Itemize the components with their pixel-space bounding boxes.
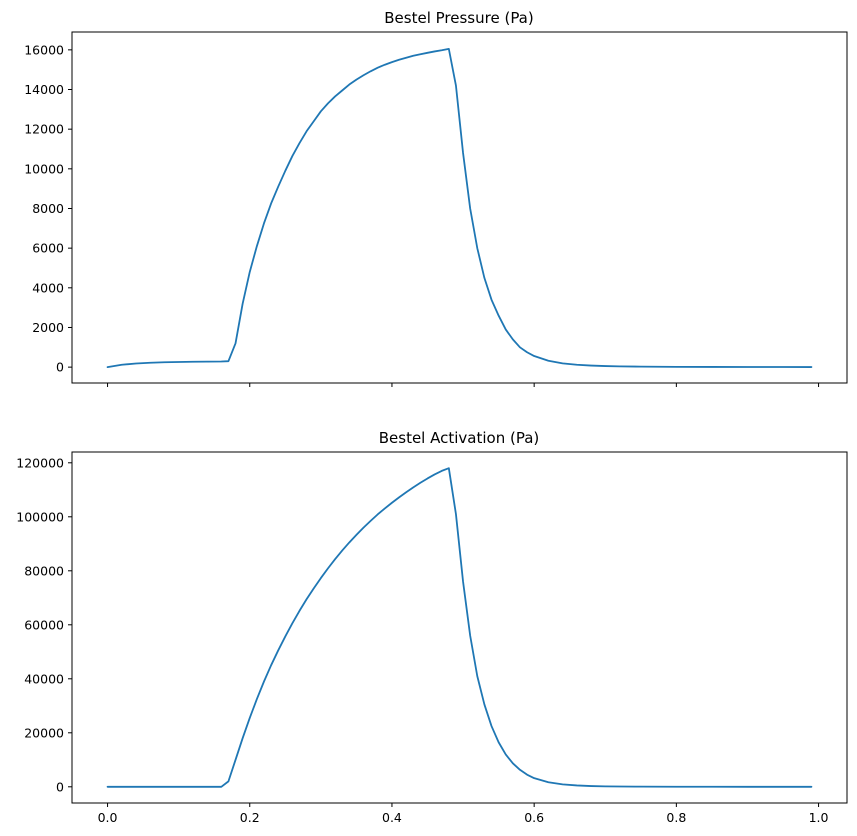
activation-x-tick-label: 0.0	[98, 810, 118, 825]
pressure-y-axis: 0 2000 4000 6000 8000 10000 12000 14000 16000	[24, 42, 72, 375]
activation-y-tick-label: 0	[56, 779, 64, 794]
activation-chart-title: Bestel Activation (Pa)	[379, 429, 540, 447]
pressure-y-tick-label: 2000	[32, 320, 64, 335]
activation-axes-frame	[71, 451, 848, 804]
activation-x-tick-label: 0.8	[666, 810, 686, 825]
activation-x-tick-label: 1.0	[809, 810, 829, 825]
pressure-y-tick-label: 14000	[24, 82, 64, 97]
activation-x-tick-label: 0.4	[382, 810, 402, 825]
activation-x-tick-label: 0.2	[240, 810, 260, 825]
activation-series-line	[106, 467, 813, 788]
activation-y-tick-label: 20000	[24, 725, 64, 740]
activation-y-axis: 0 20000 40000 60000 80000 100000 120000	[16, 455, 72, 794]
activation-plot-area	[106, 467, 813, 788]
activation-x-axis: 0.0 0.2 0.4 0.6 0.8 1.0	[98, 803, 829, 825]
activation-y-tick-label: 40000	[24, 671, 64, 686]
activation-y-tick-label: 80000	[24, 563, 64, 578]
pressure-chart-title: Bestel Pressure (Pa)	[384, 9, 533, 27]
pressure-axes-frame	[71, 31, 848, 384]
activation-y-tick-label: 100000	[16, 509, 64, 524]
pressure-y-tick-label: 4000	[32, 280, 64, 295]
activation-y-tick-label: 120000	[16, 455, 64, 470]
pressure-y-tick-label: 12000	[24, 122, 64, 137]
pressure-x-axis	[107, 383, 820, 387]
activation-x-tick-label: 0.6	[524, 810, 544, 825]
pressure-y-tick-label: 0	[56, 360, 64, 375]
pressure-series-line	[106, 47, 813, 369]
activation-y-tick-label: 60000	[24, 617, 64, 632]
pressure-plot-area	[106, 47, 813, 369]
pressure-y-tick-label: 6000	[32, 241, 64, 256]
activation-chart: Bestel Activation (Pa) 0 20000 40000 60000 8…	[16, 429, 848, 825]
pressure-y-tick-label: 8000	[32, 201, 64, 216]
pressure-y-tick-label: 16000	[24, 42, 64, 57]
pressure-y-tick-label: 10000	[24, 161, 64, 176]
pressure-chart: Bestel Pressure (Pa) 0 2000 4000 6000 8000 10…	[24, 9, 848, 387]
